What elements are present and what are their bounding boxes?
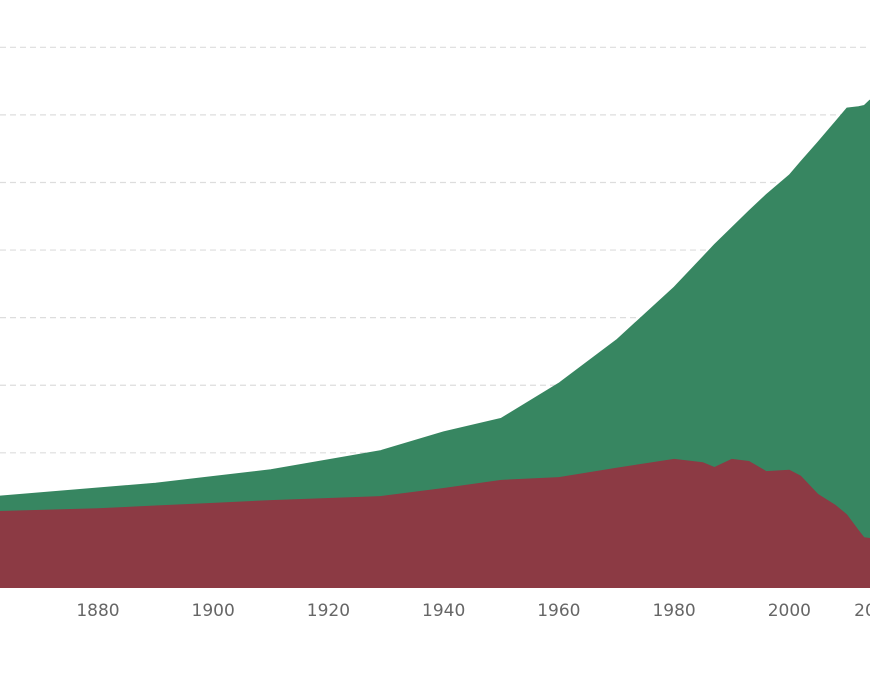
x-tick-label: 2015	[854, 601, 870, 621]
area	[0, 458, 870, 588]
x-tick-label: 1880	[76, 601, 119, 621]
area-edge	[0, 99, 870, 497]
x-tick-label: 1900	[192, 601, 235, 621]
x-tick-label: 1980	[652, 601, 695, 621]
x-tick-label: 1960	[537, 601, 580, 621]
x-tick-label: 1940	[422, 601, 465, 621]
area	[0, 100, 870, 538]
x-tick-label: 2000	[768, 601, 811, 621]
x-tick-label: 1920	[307, 601, 350, 621]
area-edge	[0, 458, 870, 539]
